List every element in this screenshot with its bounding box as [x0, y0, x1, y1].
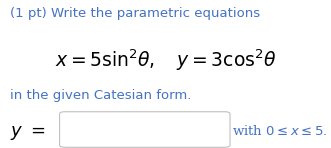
Text: $x = 5\sin^2\!\theta,\quad y = 3\cos^2\!\theta$: $x = 5\sin^2\!\theta,\quad y = 3\cos^2\!… [55, 47, 276, 73]
Text: $y\ =$: $y\ =$ [10, 124, 45, 142]
Text: in the given Catesian form.: in the given Catesian form. [10, 89, 191, 102]
FancyBboxPatch shape [60, 112, 230, 147]
Text: (1 pt) Write the parametric equations: (1 pt) Write the parametric equations [10, 7, 260, 20]
Text: with $0 \leq x \leq 5.$: with $0 \leq x \leq 5.$ [232, 124, 327, 138]
